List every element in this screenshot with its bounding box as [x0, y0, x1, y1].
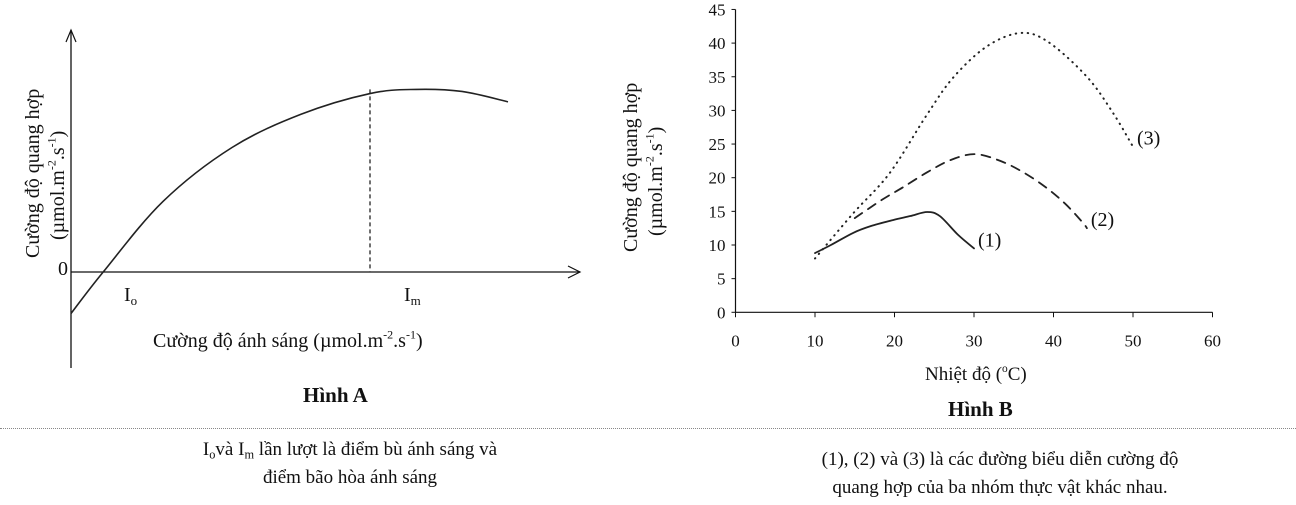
series-line-2 — [853, 153, 1088, 230]
x-tick-label: 50 — [1125, 331, 1142, 350]
y-axis-arrow-icon — [65, 28, 77, 43]
y-tick-label: 10 — [709, 236, 726, 255]
im-label: Im — [404, 284, 421, 308]
x-axis-arrow-icon — [567, 265, 582, 279]
y-tick-label: 20 — [709, 169, 726, 188]
caption-right-line2: quang hợp của ba nhóm thực vật khác nhau… — [832, 477, 1168, 498]
y-tick-label: 0 — [717, 303, 726, 322]
chart-a-title: Hình A — [303, 383, 368, 407]
caption-right-line1: (1), (2) và (3) là các đường biểu diễn c… — [821, 449, 1179, 470]
x-tick-label: 60 — [1204, 331, 1221, 350]
y-tick-label: 15 — [709, 202, 726, 221]
series-line-3 — [814, 31, 1134, 260]
x-tick-label: 20 — [886, 331, 903, 350]
x-tick-label: 10 — [807, 331, 824, 350]
chart-a-xlabel: Cường độ ánh sáng (µmol.m-2.s-1) — [153, 327, 423, 352]
x-tick-label: 30 — [966, 331, 983, 350]
x-tick-label: 0 — [731, 331, 740, 350]
series-label-2: (2) — [1091, 209, 1114, 231]
y-tick-label: 5 — [717, 270, 726, 289]
y-tick-label: 25 — [709, 135, 726, 154]
y-tick-label: 30 — [709, 101, 726, 120]
y-tick-label: 45 — [709, 0, 726, 19]
series-label-3: (3) — [1137, 128, 1160, 150]
chart-b-title: Hình B — [948, 397, 1013, 421]
chart-b: 0 5 10 15 20 25 30 35 40 45 0 10 20 30 40 50 60 (1) (2) (3) — [709, 0, 1222, 350]
chart-b-xlabel: Nhiệt độ (oC) — [925, 363, 1027, 385]
photosynthesis-light-curve — [70, 88, 509, 314]
y-tick-label: 35 — [709, 68, 726, 87]
caption-left-line2: điểm bão hòa ánh sáng — [262, 467, 438, 488]
series-label-1: (1) — [978, 229, 1001, 251]
chart-a — [65, 28, 582, 368]
x-tick-label: 40 — [1045, 331, 1062, 350]
separator — [0, 428, 1296, 429]
caption-left-line1: Iovà Im lần lượt là điểm bù ánh sáng và — [202, 439, 498, 462]
chart-b-ylabel-unit: (µmol.m-2.s-1) — [642, 126, 667, 236]
chart-a-zero-label: 0 — [58, 258, 68, 280]
chart-b-ylabel-line1: Cường độ quang hợp — [620, 82, 642, 252]
caption-right: (1), (2) và (3) là các đường biểu diễn c… — [720, 446, 1280, 502]
io-label: Io — [124, 284, 138, 308]
caption-left: Iovà Im lần lượt là điểm bù ánh sáng và … — [90, 436, 610, 492]
y-tick-label: 40 — [709, 34, 726, 53]
series-line-1 — [814, 211, 975, 254]
